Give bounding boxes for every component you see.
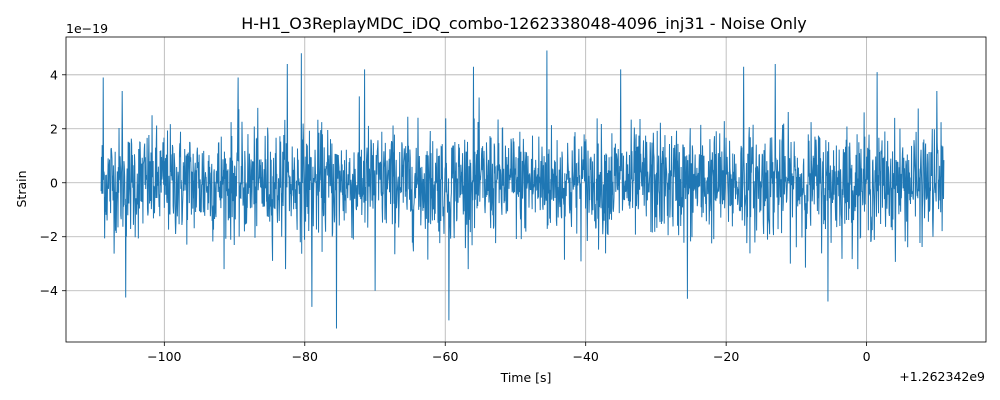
x-tick-label: −20	[713, 349, 739, 364]
x-tick-label: −80	[292, 349, 318, 364]
y-scale-label: 1e−19	[66, 21, 108, 36]
y-tick-label: 0	[50, 175, 58, 190]
series-layer	[100, 50, 945, 329]
y-tick-label: 2	[50, 121, 58, 136]
y-tick-label: −2	[40, 229, 58, 244]
y-tick-label: 4	[50, 67, 58, 82]
x-tick-label: −40	[572, 349, 598, 364]
x-tick-label: −60	[432, 349, 458, 364]
y-axis-label: Strain	[14, 170, 29, 207]
x-axis-label: Time [s]	[500, 370, 552, 385]
x-tick-label: 0	[863, 349, 871, 364]
axes-frame	[65, 36, 987, 343]
x-tick-label: −100	[147, 349, 181, 364]
x-axis-ticks: −100 −80 −60 −40 −20 0	[147, 342, 871, 364]
y-tick-label: −4	[40, 283, 58, 298]
x-offset-label: +1.262342e9	[899, 369, 985, 384]
strain-series-line	[100, 50, 945, 329]
chart-title: H-H1_O3ReplayMDC_iDQ_combo-1262338048-40…	[241, 14, 807, 34]
y-axis-ticks: −4 −2 0 2 4	[40, 67, 66, 298]
